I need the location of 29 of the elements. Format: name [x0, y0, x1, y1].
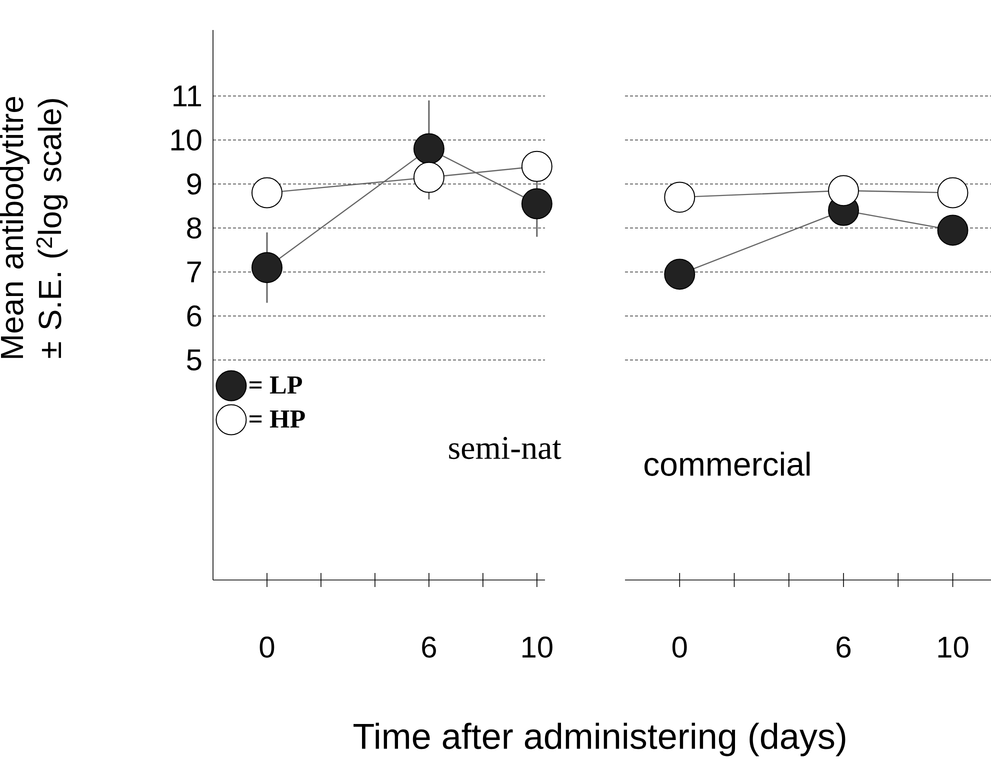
point	[828, 175, 860, 206]
y-tick-label: 10	[171, 129, 202, 151]
annotation: commercial	[644, 452, 810, 476]
legend-label: = HP	[250, 410, 305, 428]
point	[413, 133, 444, 164]
y-tick-label: 11	[174, 86, 202, 106]
x-tick-label: 10	[938, 636, 968, 658]
x-tick-label: 6	[422, 636, 436, 658]
x-tick-label: 6	[836, 636, 851, 658]
annotation: semi-nat	[449, 436, 562, 460]
y-tick-label: 5	[186, 350, 202, 370]
point	[251, 252, 282, 284]
point	[664, 182, 696, 213]
x-axis-title: Time after administering (days)	[354, 722, 846, 756]
point	[937, 214, 968, 246]
point	[521, 188, 552, 220]
y-tick-label: 7	[187, 262, 201, 282]
x-tick-label: 0	[672, 636, 687, 658]
point	[251, 177, 282, 208]
point	[521, 150, 552, 182]
point	[413, 162, 444, 193]
y-tick-label: 8	[187, 217, 202, 239]
point	[664, 258, 696, 290]
x-tick-label: 0	[260, 636, 274, 658]
legend-label: = LP	[250, 376, 302, 394]
point	[937, 177, 968, 208]
y-tick-label: 6	[187, 305, 202, 327]
x-tick-label: 10	[522, 636, 552, 658]
y-tick-label: 9	[187, 173, 202, 195]
